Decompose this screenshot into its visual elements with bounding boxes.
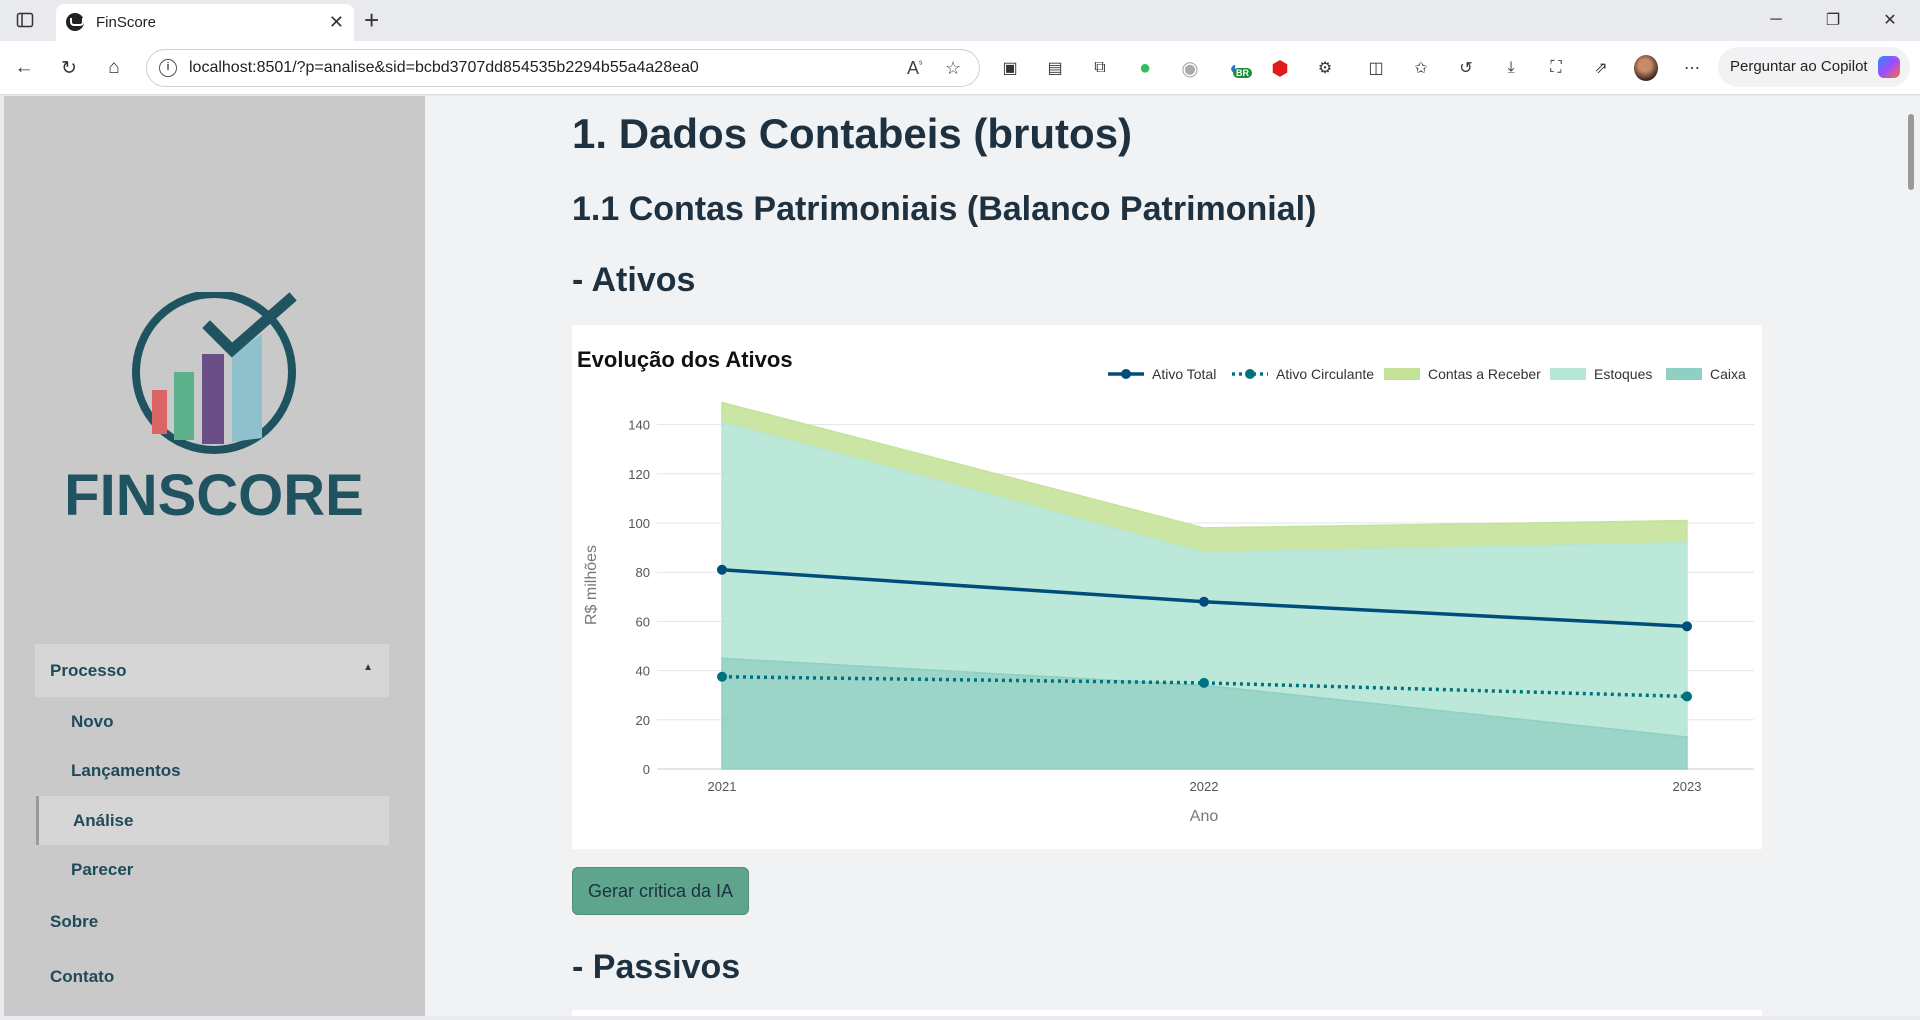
evernote-extension-icon[interactable]: ●: [1138, 56, 1152, 79]
subsection-passivos: - Passivos: [572, 948, 741, 986]
address-bar[interactable]: i localhost:8501/?p=analise&sid=bcbd3707…: [146, 49, 980, 87]
share-icon[interactable]: ⇗: [1594, 60, 1608, 77]
assets-chart[interactable]: Evolução dos Ativos 0 20 40 60 80 100 120 140 202…: [572, 325, 1762, 849]
sidebar-item-analise[interactable]: Análise: [73, 811, 134, 830]
document-icon[interactable]: ▤: [1047, 60, 1063, 77]
copilot-icon: [1878, 56, 1900, 78]
legend-label: Contas a Receber: [1428, 366, 1541, 382]
adblock-extension-icon[interactable]: ⬢: [1271, 57, 1289, 80]
y-tick-label: 80: [636, 565, 650, 580]
point-ativo-total: [717, 564, 727, 575]
extension-gray-icon[interactable]: ◉: [1181, 57, 1199, 80]
tab-title: FinScore: [96, 14, 157, 31]
sidebar-item-novo[interactable]: Novo: [71, 712, 114, 731]
sidebar-item-parecer[interactable]: Parecer: [71, 860, 134, 879]
main-content: 1. Dados Contabeis (brutos) 1.1 Contas P…: [425, 96, 1912, 1016]
finscore-logo: FINSCORE: [64, 290, 364, 532]
logo-text: FINSCORE: [64, 463, 364, 528]
chart-title: Evolução dos Ativos: [577, 347, 793, 372]
sidebar-link-contato[interactable]: Contato: [50, 967, 115, 986]
legend-swatch-marker: [1121, 369, 1131, 379]
app-sidebar: FINSCORE Processo ▲ Novo Lançamentos Aná…: [4, 96, 425, 1016]
legend-swatch: [1666, 368, 1702, 380]
point-ativo-total: [1199, 596, 1209, 607]
y-tick-label: 140: [628, 418, 650, 433]
screenshot-icon[interactable]: ⛶: [1550, 59, 1562, 76]
point-ativo-total: [1682, 621, 1692, 632]
logo-graphic: [132, 290, 297, 454]
close-tab-icon[interactable]: ✕: [328, 12, 344, 32]
browser-toolbar: ← ↻ ⌂ i localhost:8501/?p=analise&sid=bc…: [0, 41, 1920, 95]
sidebar-item-lancamentos[interactable]: Lançamentos: [71, 761, 181, 780]
point-ativo-circulante: [1199, 677, 1209, 688]
y-axis-title: R$ milhões: [583, 545, 600, 625]
site-info-icon[interactable]: i: [159, 59, 177, 77]
copilot-button[interactable]: Perguntar ao Copilot: [1718, 47, 1910, 87]
y-tick-label: 100: [628, 516, 650, 531]
sidebar-toggle-icon[interactable]: [14, 9, 36, 31]
extension-badge: BR: [1233, 68, 1252, 78]
x-axis-title: Ano: [1190, 808, 1219, 825]
downloads-icon[interactable]: ⤓: [1507, 59, 1515, 76]
legend-swatch-marker: [1245, 369, 1255, 379]
scrollbar-thumb[interactable]: [1908, 114, 1914, 190]
x-tick-label: 2023: [1673, 779, 1702, 794]
y-tick-label: 0: [643, 762, 650, 777]
y-tick-label: 60: [636, 614, 650, 629]
legend-swatch: [1384, 368, 1420, 380]
y-tick-label: 40: [636, 664, 650, 679]
reload-icon[interactable]: ↻: [61, 57, 77, 79]
split-screen-icon[interactable]: ◫: [1368, 60, 1384, 77]
sidebar-link-sobre[interactable]: Sobre: [50, 912, 99, 931]
more-options-icon[interactable]: ⋯: [1684, 60, 1700, 77]
generate-ai-critique-button[interactable]: Gerar critica da IA: [572, 867, 749, 915]
page-title: 1. Dados Contabeis (brutos): [572, 110, 1133, 157]
subsection-ativos: - Ativos: [572, 261, 696, 299]
language-extension-icon[interactable]: ◐ BR: [1223, 56, 1252, 80]
copilot-label: Perguntar ao Copilot: [1730, 58, 1868, 75]
new-tab-icon[interactable]: +: [364, 5, 380, 35]
page-scrollbar[interactable]: [1904, 96, 1920, 1016]
extensions-puzzle-icon[interactable]: ⚙: [1317, 60, 1333, 77]
caret-up-icon: ▲: [363, 662, 373, 673]
url-text[interactable]: localhost:8501/?p=analise&sid=bcbd3707dd…: [189, 59, 699, 76]
read-aloud-icon[interactable]: Aˢ: [907, 58, 923, 78]
point-ativo-circulante: [1682, 691, 1692, 702]
legend-swatch: [1550, 368, 1586, 380]
x-tick-label: 2021: [708, 779, 737, 794]
point-ativo-circulante: [717, 671, 727, 682]
y-tick-label: 120: [628, 467, 650, 482]
legend-label: Estoques: [1594, 366, 1652, 382]
history-icon[interactable]: ↺: [1459, 60, 1473, 77]
favorite-star-icon[interactable]: ☆: [945, 58, 962, 78]
close-window-icon[interactable]: ✕: [1883, 12, 1897, 29]
browser-tab-bar: FinScore ✕ + ─ ❐ ✕: [0, 0, 1920, 41]
home-icon[interactable]: ⌂: [108, 57, 120, 78]
browser-tab[interactable]: FinScore ✕: [56, 4, 354, 41]
reading-view-icon[interactable]: ▣: [1002, 60, 1018, 77]
favorites-icon[interactable]: ✩: [1414, 60, 1428, 77]
back-icon[interactable]: ←: [14, 57, 34, 78]
active-item-highlight: [36, 796, 389, 845]
section-title: 1.1 Contas Patrimoniais (Balanco Patrimo…: [572, 190, 1317, 228]
legend-label: Caixa: [1710, 366, 1746, 382]
menu-header-processo[interactable]: Processo ▲: [35, 644, 389, 697]
finscore-favicon-icon: [66, 13, 84, 31]
menu-header-label: Processo: [50, 661, 127, 680]
minimize-icon[interactable]: ─: [1770, 11, 1782, 28]
profile-avatar[interactable]: [1634, 55, 1658, 81]
picture-in-picture-icon[interactable]: ⧉: [1094, 59, 1106, 76]
legend-label: Ativo Circulante: [1276, 366, 1374, 382]
assets-chart-card: Evolução dos Ativos 0 20 40 60 80 100 120 140 202…: [572, 325, 1762, 849]
x-tick-label: 2022: [1190, 779, 1219, 794]
liabilities-chart-card: [572, 1010, 1762, 1016]
y-tick-label: 20: [636, 713, 650, 728]
restore-icon[interactable]: ❐: [1825, 12, 1841, 29]
legend-label: Ativo Total: [1152, 366, 1216, 382]
